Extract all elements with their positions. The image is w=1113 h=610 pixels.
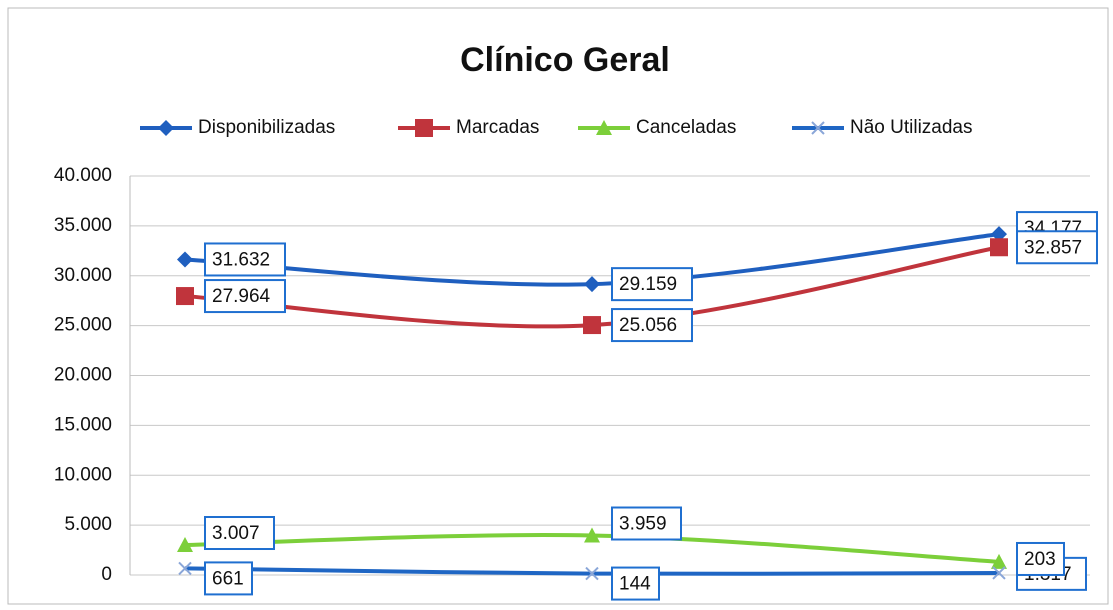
data-label: 31.632 [212,249,270,270]
y-tick-label: 30.000 [54,265,112,286]
data-label-box [1016,230,1098,265]
marker [178,561,192,576]
data-label-box [204,516,275,551]
y-tick-label: 25.000 [54,315,112,336]
marker [811,121,825,135]
y-tick-label: 5.000 [64,514,112,535]
data-label: 3.959 [619,514,667,535]
marker [991,226,1007,243]
y-tick-label: 10.000 [54,464,112,485]
chart-frame [7,7,1109,605]
data-label: 25.056 [619,315,677,336]
data-label-box [611,566,660,601]
data-label-box [204,242,286,277]
marker [992,566,1006,580]
chart-title: Clínico Geral [460,41,670,79]
y-tick-label: 15.000 [54,414,112,435]
y-tick-label: 0 [101,564,112,585]
data-label-box [1016,541,1065,576]
data-label: 32.857 [1024,237,1082,258]
data-label: 144 [619,574,651,595]
data-label: 3.007 [212,523,260,544]
legend-label: Canceladas [636,117,736,138]
marker [991,553,1007,569]
legend-label: Não Utilizadas [850,117,973,138]
data-label-box [611,267,693,302]
y-tick-label: 20.000 [54,365,112,386]
marker [583,316,601,335]
data-label-box [611,308,693,343]
marker [990,238,1008,257]
legend-label: Disponibilizadas [198,117,335,138]
data-label-box [204,561,253,596]
data-label: 661 [212,568,244,589]
data-label: 29.159 [619,274,677,295]
data-label: 203 [1024,549,1056,570]
data-label-box [611,506,682,541]
marker [584,276,600,293]
data-label: 27.964 [212,286,271,307]
marker [177,251,193,268]
marker [584,527,600,543]
y-tick-label: 35.000 [54,215,112,236]
marker [415,119,433,137]
data-label-box [204,279,286,314]
marker [585,566,599,581]
marker [596,120,612,135]
legend-label: Marcadas [456,117,539,138]
y-tick-label: 40.000 [54,165,112,186]
marker [176,287,194,306]
marker [158,120,174,136]
marker [177,537,193,553]
